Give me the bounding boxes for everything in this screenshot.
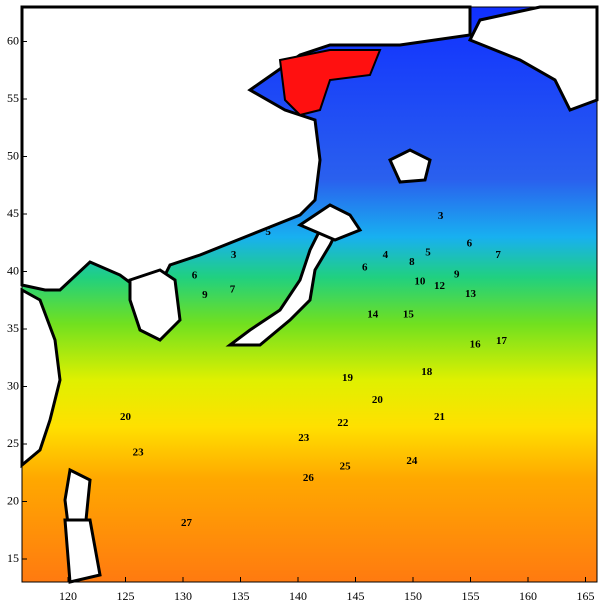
y-tick-label: 35 <box>7 321 19 335</box>
contour-label: 22 <box>337 417 349 429</box>
y-tick-label: 25 <box>7 436 19 450</box>
x-tick-label: 120 <box>59 589 77 603</box>
contour-label: 26 <box>303 472 315 484</box>
contour-label: 6 <box>467 237 473 249</box>
contour-label: 24 <box>406 455 418 467</box>
contour-label: 25 <box>340 461 352 473</box>
y-tick-label: 55 <box>7 91 19 105</box>
contour-label: 8 <box>409 256 415 268</box>
contour-label: 5 <box>425 247 431 259</box>
y-tick-label: 45 <box>7 206 19 220</box>
contour-label: 23 <box>133 447 145 459</box>
x-tick-label: 165 <box>577 589 595 603</box>
contour-label: 19 <box>342 372 354 384</box>
contour-label: 4 <box>383 249 389 261</box>
x-tick-label: 155 <box>462 589 480 603</box>
x-tick-label: 140 <box>289 589 307 603</box>
contour-label: 27 <box>181 517 193 529</box>
contour-label: 6 <box>362 262 368 274</box>
y-tick-label: 50 <box>7 148 19 162</box>
y-tick-label: 60 <box>7 33 19 47</box>
contour-label: 6 <box>192 270 198 282</box>
contour-label: 7 <box>495 249 501 261</box>
y-tick-label: 15 <box>7 551 19 565</box>
contour-label: 21 <box>434 411 445 423</box>
x-tick-label: 125 <box>117 589 135 603</box>
contour-label: 7 <box>230 283 236 295</box>
y-tick-label: 20 <box>7 493 19 507</box>
contour-label: 9 <box>454 268 460 280</box>
x-tick-label: 135 <box>232 589 250 603</box>
contour-label: 18 <box>421 366 433 378</box>
contour-label: 9 <box>202 289 208 301</box>
contour-label: 10 <box>414 275 426 287</box>
x-tick-label: 150 <box>404 589 422 603</box>
x-tick-label: 145 <box>347 589 365 603</box>
plot-frame <box>21 6 598 583</box>
contour-label: 3 <box>438 210 444 222</box>
y-tick-label: 30 <box>7 378 19 392</box>
contour-label: 20 <box>120 411 132 423</box>
contour-label: 20 <box>372 394 384 406</box>
contour-label: 17 <box>496 335 508 347</box>
contour-label: 16 <box>470 339 482 351</box>
x-tick-label: 130 <box>174 589 192 603</box>
contour-label: 15 <box>403 309 415 321</box>
land <box>20 5 599 584</box>
y-tick-label: 40 <box>7 263 19 277</box>
contour-label: 3 <box>231 249 237 261</box>
contour-label: 12 <box>434 280 446 292</box>
contour-label: 5 <box>265 226 271 238</box>
contour-label: 14 <box>367 309 379 321</box>
x-tick-label: 160 <box>519 589 537 603</box>
contour-label: 13 <box>465 288 477 300</box>
contour-label: 23 <box>298 432 310 444</box>
